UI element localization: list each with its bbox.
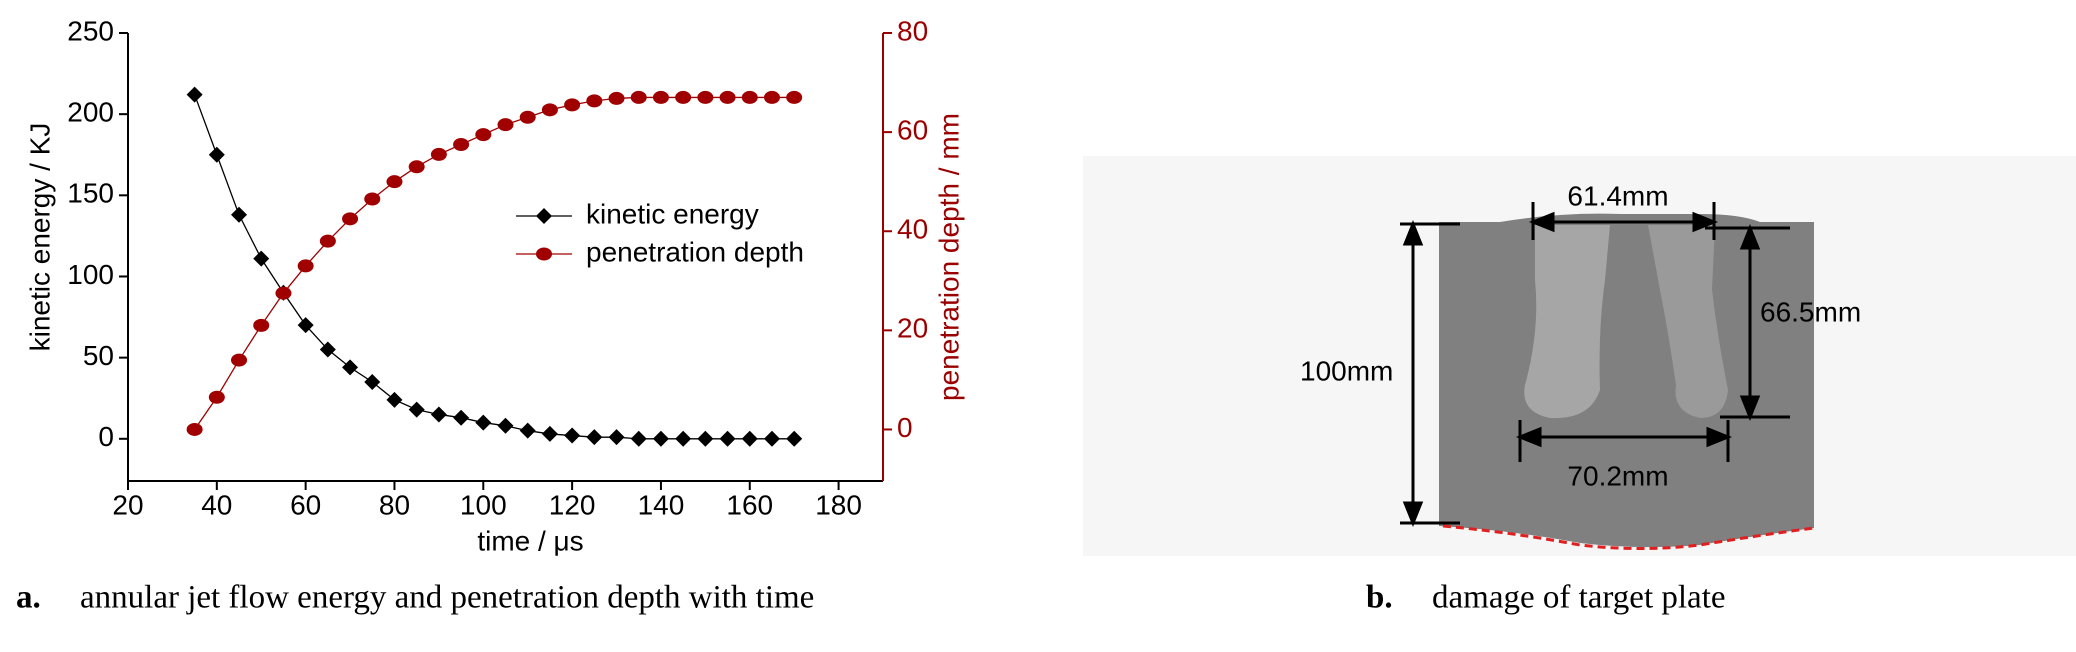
data-point bbox=[208, 390, 225, 404]
dimension-label: 70.2mm bbox=[1567, 460, 1668, 491]
y2-axis-label: penetration depth / mm bbox=[933, 113, 964, 401]
data-point bbox=[342, 212, 359, 226]
data-point bbox=[763, 430, 780, 447]
data-point bbox=[586, 429, 603, 446]
x-tick-label: 120 bbox=[549, 489, 596, 520]
y-tick-label: 250 bbox=[67, 15, 114, 46]
data-point bbox=[652, 90, 669, 104]
data-point bbox=[719, 90, 736, 104]
data-point bbox=[408, 160, 425, 174]
data-point bbox=[675, 430, 692, 447]
data-point bbox=[231, 206, 248, 223]
data-point bbox=[430, 147, 447, 161]
data-point bbox=[519, 422, 536, 439]
data-point bbox=[408, 401, 425, 418]
data-point bbox=[786, 90, 803, 104]
data-point bbox=[786, 430, 803, 447]
data-point bbox=[719, 430, 736, 447]
data-point bbox=[608, 429, 625, 446]
legend-marker bbox=[536, 247, 552, 261]
data-point bbox=[541, 425, 558, 442]
caption: annular jet flow energy and penetration … bbox=[80, 580, 814, 616]
y2-tick-label: 40 bbox=[897, 214, 928, 245]
data-point bbox=[497, 118, 514, 132]
x-tick-label: 140 bbox=[638, 489, 685, 520]
y-tick-label: 150 bbox=[67, 178, 114, 209]
y-tick-label: 100 bbox=[67, 259, 114, 290]
data-point bbox=[630, 90, 647, 104]
data-point bbox=[319, 341, 336, 358]
data-point bbox=[652, 430, 669, 447]
data-point bbox=[630, 430, 647, 447]
legend-label: penetration depth bbox=[586, 236, 804, 267]
data-point bbox=[763, 90, 780, 104]
x-tick-label: 60 bbox=[290, 489, 321, 520]
data-point bbox=[275, 286, 292, 300]
data-point bbox=[475, 128, 492, 142]
target-plate-diagram: 61.4mm 66.5mm 100mm 70.2mm bbox=[1083, 156, 2076, 556]
y-axis-label: kinetic energy / KJ bbox=[24, 123, 55, 352]
x-tick-label: 20 bbox=[112, 489, 143, 520]
data-point bbox=[541, 103, 558, 117]
data-point bbox=[564, 98, 581, 112]
dimension-label: 61.4mm bbox=[1567, 180, 1668, 211]
y2-tick-label: 0 bbox=[897, 412, 913, 443]
caption-tag: a. bbox=[16, 580, 41, 616]
legend-label: kinetic energy bbox=[586, 198, 759, 229]
data-point bbox=[586, 94, 603, 108]
x-tick-label: 180 bbox=[815, 489, 862, 520]
data-point bbox=[475, 414, 492, 431]
series-line bbox=[194, 94, 795, 440]
data-point bbox=[319, 234, 336, 248]
caption: damage of target plate bbox=[1432, 580, 1726, 616]
data-point bbox=[497, 417, 514, 434]
x-axis-label: time / μs bbox=[477, 525, 583, 556]
data-point bbox=[253, 318, 270, 332]
data-point bbox=[297, 259, 314, 273]
data-point bbox=[342, 359, 359, 376]
data-point bbox=[453, 138, 470, 152]
x-tick-label: 80 bbox=[379, 489, 410, 520]
caption-tag: b. bbox=[1366, 580, 1393, 616]
y2-tick-label: 60 bbox=[897, 115, 928, 146]
data-point bbox=[186, 86, 203, 103]
data-point bbox=[741, 430, 758, 447]
data-point bbox=[741, 90, 758, 104]
data-point bbox=[430, 406, 447, 423]
y2-tick-label: 20 bbox=[897, 313, 928, 344]
dimension-lines bbox=[1400, 202, 1790, 528]
series-line bbox=[194, 96, 795, 430]
plate bbox=[1439, 213, 1814, 548]
data-point bbox=[697, 430, 714, 447]
data-point bbox=[564, 427, 581, 444]
bulge-outline bbox=[1442, 524, 1815, 550]
x-tick-label: 160 bbox=[726, 489, 773, 520]
data-point bbox=[364, 373, 381, 390]
data-point bbox=[231, 353, 248, 367]
data-point bbox=[675, 90, 692, 104]
legend-marker bbox=[536, 208, 552, 224]
y-tick-label: 50 bbox=[83, 340, 114, 371]
hole bbox=[1524, 225, 1610, 419]
dimension-label: 66.5mm bbox=[1760, 296, 1861, 327]
hole bbox=[1648, 225, 1728, 418]
y-tick-label: 200 bbox=[67, 97, 114, 128]
data-point bbox=[297, 317, 314, 334]
data-point bbox=[208, 146, 225, 163]
data-point bbox=[253, 250, 270, 267]
x-tick-label: 40 bbox=[201, 489, 232, 520]
data-point bbox=[186, 422, 203, 436]
data-point bbox=[608, 91, 625, 105]
data-point bbox=[697, 90, 714, 104]
data-point bbox=[364, 192, 381, 206]
y2-tick-label: 80 bbox=[897, 15, 928, 46]
data-point bbox=[386, 175, 403, 189]
x-tick-label: 100 bbox=[460, 489, 507, 520]
data-point bbox=[386, 391, 403, 408]
data-point bbox=[453, 409, 470, 426]
data-point bbox=[519, 110, 536, 124]
dimension-label: 100mm bbox=[1300, 355, 1393, 386]
y-tick-label: 0 bbox=[98, 421, 114, 452]
